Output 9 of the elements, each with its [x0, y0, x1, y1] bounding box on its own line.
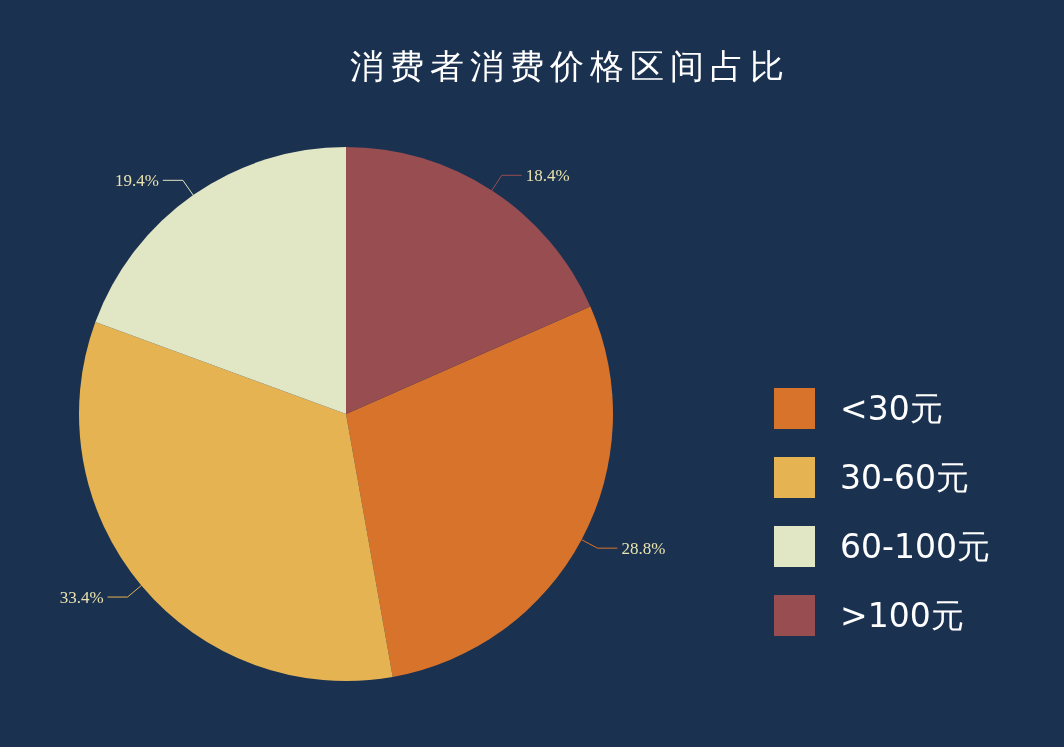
data-label: 28.8%: [621, 539, 666, 559]
legend-label: 60-100元: [840, 527, 990, 566]
data-label: 19.4%: [114, 171, 159, 191]
chart-title: 消费者消费价格区间占比: [350, 46, 790, 86]
data-label: 33.4%: [59, 588, 104, 608]
data-label: 18.4%: [525, 166, 570, 186]
legend-label: 30-60元: [840, 458, 969, 497]
legend-label: >100元: [840, 596, 964, 635]
legend-label: <30元: [840, 389, 943, 428]
